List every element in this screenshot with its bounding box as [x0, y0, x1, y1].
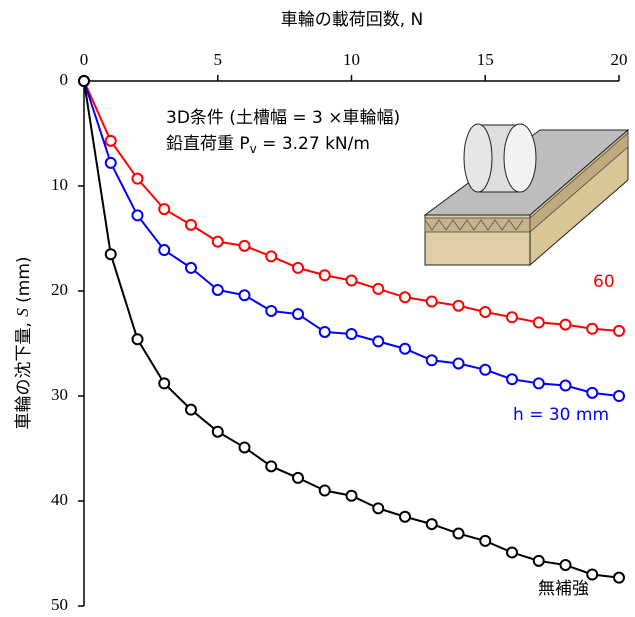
annotation-part: 鉛直荷重 P — [166, 134, 250, 154]
data-point — [507, 312, 517, 322]
y-tick-label: 50 — [51, 595, 68, 614]
data-point — [561, 320, 571, 330]
data-point — [400, 344, 410, 354]
data-point — [587, 570, 597, 580]
y-tick-label: 10 — [51, 175, 68, 194]
data-point — [373, 503, 383, 513]
data-point — [106, 158, 116, 168]
data-point — [480, 536, 490, 546]
data-point — [240, 290, 250, 300]
y-tick-label: 20 — [51, 280, 68, 299]
chart: 車輪の載荷回数, N 車輪の沈下量, S (mm) 3D条件 (土槽幅 = 3 … — [0, 0, 635, 617]
data-point — [159, 245, 169, 255]
data-point — [587, 324, 597, 334]
annotation: 3D条件 (土槽幅 = 3 ×車輪幅) — [166, 108, 400, 128]
data-point — [534, 378, 544, 388]
data-point — [106, 249, 116, 259]
x-axis-label: 車輪の載荷回数, N — [281, 10, 424, 30]
data-point — [454, 529, 464, 539]
data-point — [293, 263, 303, 273]
data-point — [293, 309, 303, 319]
data-point — [266, 306, 276, 316]
data-point — [373, 336, 383, 346]
data-point — [133, 174, 143, 184]
data-point — [373, 284, 383, 294]
data-point — [347, 329, 357, 339]
data-point — [186, 405, 196, 415]
annotation: 鉛直荷重 Pv = 3.27 kN/m — [166, 134, 370, 156]
data-point — [133, 334, 143, 344]
data-point — [561, 381, 571, 391]
x-tick-label: 5 — [214, 50, 223, 69]
annotation-part: = 3.27 kN/m — [257, 134, 370, 154]
data-point — [159, 378, 169, 388]
data-point — [213, 237, 223, 247]
annotation-part: 3D条件 (土槽幅 = 3 ×車輪幅) — [166, 108, 400, 128]
data-point — [614, 326, 624, 336]
data-point — [213, 427, 223, 437]
data-point — [186, 263, 196, 273]
x-tick-label: 10 — [343, 50, 360, 69]
data-point — [159, 204, 169, 214]
data-point — [293, 473, 303, 483]
data-point — [427, 355, 437, 365]
data-point — [480, 307, 490, 317]
data-point — [213, 285, 223, 295]
data-point — [454, 301, 464, 311]
data-point — [534, 318, 544, 328]
data-point — [454, 358, 464, 368]
data-point — [427, 519, 437, 529]
annotation-part: v — [250, 142, 257, 156]
y-tick-label: 40 — [51, 490, 68, 509]
x-tick-label: 20 — [611, 50, 628, 69]
data-point — [320, 270, 330, 280]
data-point — [320, 327, 330, 337]
illustration — [425, 124, 628, 265]
data-point — [347, 491, 357, 501]
series-label: 60 — [593, 272, 615, 292]
data-point — [614, 391, 624, 401]
x-tick-label: 15 — [477, 50, 494, 69]
x-tick-label: 0 — [80, 50, 89, 69]
data-point — [400, 512, 410, 522]
data-point — [106, 136, 116, 146]
data-point — [480, 365, 490, 375]
data-point — [347, 276, 357, 286]
data-point — [186, 220, 196, 230]
data-point — [266, 251, 276, 261]
data-point — [534, 556, 544, 566]
data-point — [427, 297, 437, 307]
y-tick-label: 0 — [60, 70, 69, 89]
data-point — [587, 388, 597, 398]
data-point — [79, 76, 89, 86]
series-label: h = 30 mm — [513, 405, 609, 425]
series-label: 無補強 — [538, 579, 589, 599]
data-point — [400, 292, 410, 302]
data-point — [266, 461, 276, 471]
y-tick-label: 30 — [51, 385, 68, 404]
data-point — [561, 560, 571, 570]
data-point — [614, 573, 624, 583]
data-point — [240, 241, 250, 251]
y-axis-label: 車輪の沈下量, S (mm) — [13, 256, 34, 429]
y-label-part: 車輪の沈下量, — [14, 317, 34, 430]
data-point — [507, 374, 517, 384]
data-point — [507, 547, 517, 557]
data-point — [320, 486, 330, 496]
y-label-part: (mm) — [14, 256, 34, 308]
data-point — [133, 210, 143, 220]
data-point — [240, 442, 250, 452]
